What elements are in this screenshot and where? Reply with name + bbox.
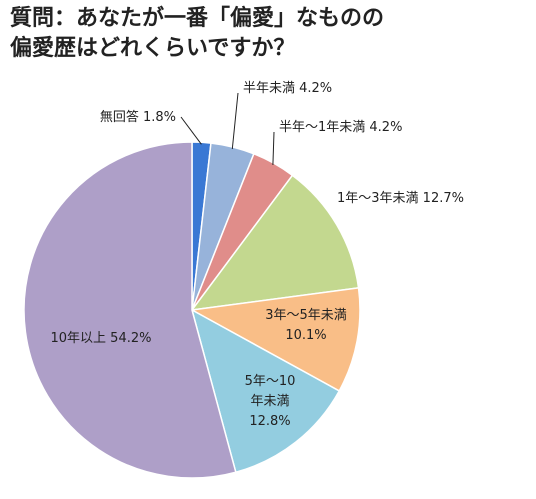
pie-labels: 無回答 1.8% 半年未満 4.2% 半年～1年未満 4.2% 1年～3年未満 12.… — [51, 81, 464, 429]
chart-title: 質問：あなたが一番「偏愛」なものの 偏愛歴はどれくらいですか？ — [10, 4, 530, 64]
leader-line — [231, 92, 239, 150]
pie-slice — [189, 287, 361, 392]
slice-label: 半年～1年未満 4.2% — [279, 120, 402, 135]
slice-label: 5年～10 年未満 12.8% — [245, 374, 296, 429]
pie-slice — [23, 141, 237, 479]
leader-line — [180, 116, 202, 145]
chart-title-line-2: 偏愛歴はどれくらいですか？ — [10, 36, 296, 61]
slice-label: 無回答 1.8% — [100, 109, 176, 125]
pie-slices — [23, 141, 361, 479]
leader-line — [272, 131, 275, 166]
pie-slice — [190, 308, 341, 474]
slice-label: 3年～5年未満 10.1% — [265, 308, 347, 343]
chart-title-line-1: 質問：あなたが一番「偏愛」なものの — [10, 6, 385, 31]
slice-label: 10年以上 54.2% — [51, 331, 152, 346]
pie-slice — [190, 174, 360, 311]
slice-label: 半年未満 4.2% — [243, 81, 332, 96]
slice-label: 1年～3年未満 12.7% — [337, 191, 464, 206]
